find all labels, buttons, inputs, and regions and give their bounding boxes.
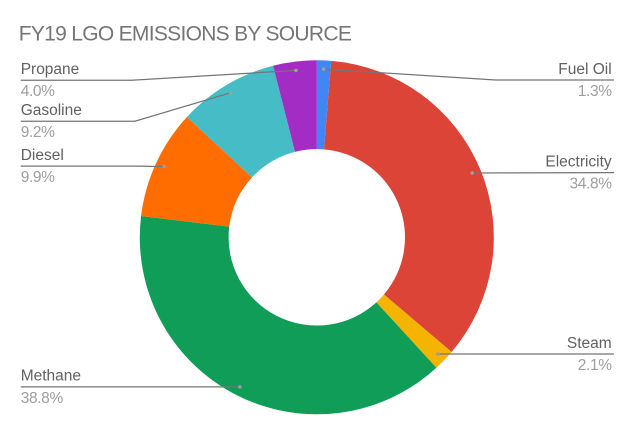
svg-text:2.1%: 2.1% (578, 357, 612, 374)
svg-text:Electricity: Electricity (545, 153, 612, 170)
svg-text:38.8%: 38.8% (21, 390, 64, 407)
svg-text:1.3%: 1.3% (578, 83, 612, 100)
svg-text:Steam: Steam (567, 335, 612, 352)
svg-text:4.0%: 4.0% (21, 83, 55, 100)
svg-text:Fuel Oil: Fuel Oil (558, 61, 611, 78)
svg-text:9.9%: 9.9% (21, 169, 55, 186)
svg-text:Propane: Propane (21, 61, 80, 78)
svg-text:Methane: Methane (21, 368, 81, 385)
svg-text:9.2%: 9.2% (21, 124, 55, 141)
svg-text:Gasoline: Gasoline (21, 102, 82, 119)
svg-text:34.8%: 34.8% (569, 176, 612, 193)
svg-text:FY19 LGO EMISSIONS BY SOURCE: FY19 LGO EMISSIONS BY SOURCE (19, 23, 352, 46)
svg-text:Diesel: Diesel (21, 147, 64, 164)
